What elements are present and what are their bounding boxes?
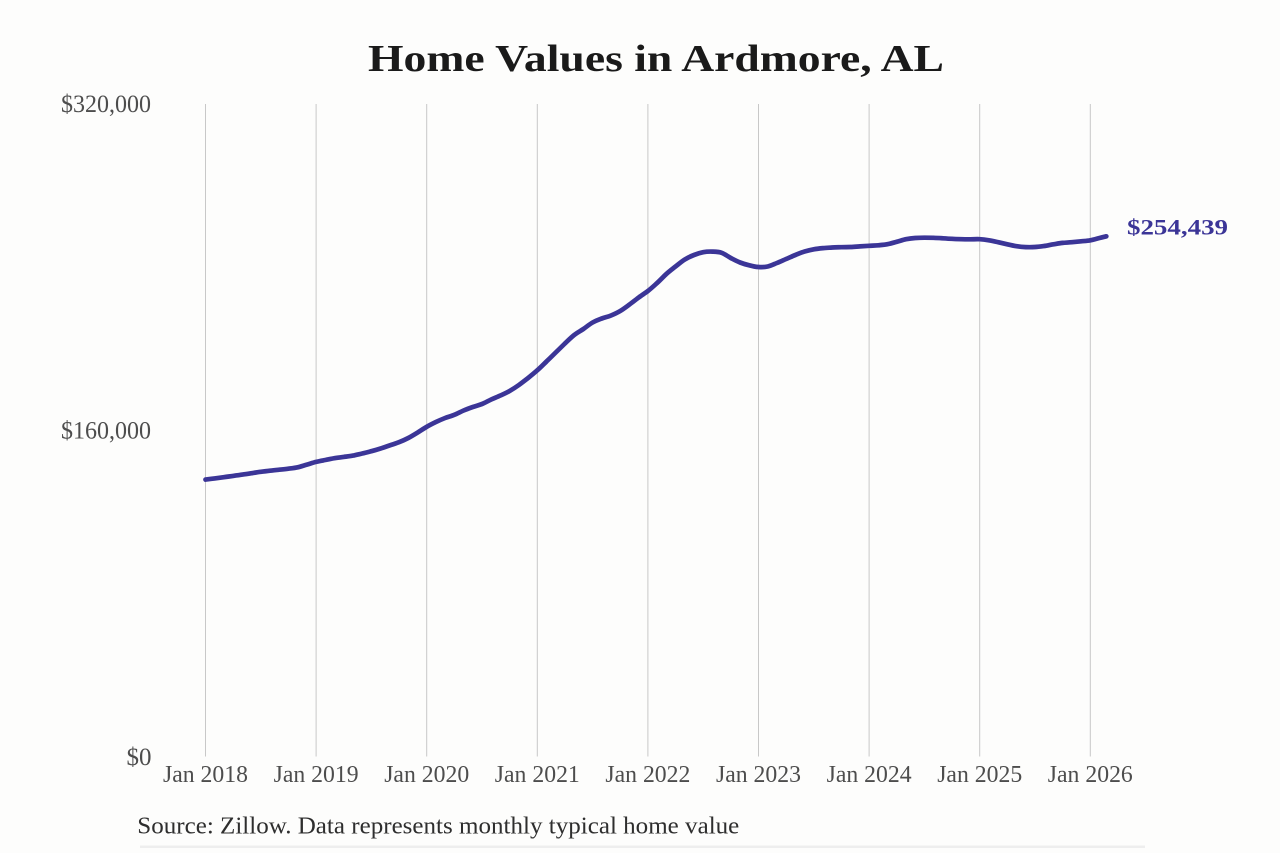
svg-text:Jan 2021: Jan 2021 (495, 762, 580, 788)
svg-text:Jan 2024: Jan 2024 (827, 762, 912, 788)
svg-text:$320,000: $320,000 (61, 91, 151, 118)
svg-text:Jan 2022: Jan 2022 (605, 762, 690, 788)
svg-text:Jan 2019: Jan 2019 (274, 762, 359, 788)
svg-text:Jan 2018: Jan 2018 (163, 762, 248, 788)
svg-text:Home Values in Ardmore, AL: Home Values in Ardmore, AL (368, 38, 944, 80)
svg-text:$160,000: $160,000 (61, 418, 151, 445)
svg-text:Jan 2020: Jan 2020 (384, 762, 469, 788)
svg-text:$0: $0 (127, 744, 152, 771)
svg-text:$254,439: $254,439 (1127, 215, 1228, 240)
svg-text:Jan 2025: Jan 2025 (937, 762, 1022, 788)
svg-text:Source: Zillow. Data represent: Source: Zillow. Data represents monthly … (137, 813, 739, 840)
svg-text:Jan 2023: Jan 2023 (716, 762, 801, 788)
svg-text:Jan 2026: Jan 2026 (1048, 762, 1133, 788)
